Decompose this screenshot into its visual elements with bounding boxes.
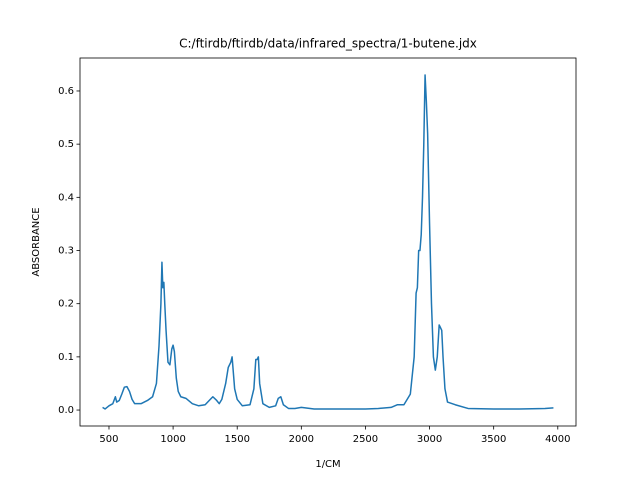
x-tick-label: 1000 bbox=[160, 434, 185, 445]
y-tick-label: 0.4 bbox=[58, 192, 74, 203]
y-tick-label: 0.0 bbox=[58, 405, 74, 416]
x-axis-label: 1/CM bbox=[315, 459, 340, 470]
y-axis-label: ABSORBANCE bbox=[31, 207, 42, 276]
x-tick-label: 2500 bbox=[353, 434, 378, 445]
plot-frame bbox=[79, 57, 577, 427]
y-tick-label: 0.3 bbox=[58, 246, 74, 257]
x-tick-label: 3500 bbox=[481, 434, 506, 445]
x-tick-label: 3000 bbox=[417, 434, 442, 445]
y-tick-label: 0.5 bbox=[58, 139, 74, 150]
x-tick-label: 4000 bbox=[545, 434, 570, 445]
spectrum-line bbox=[102, 74, 554, 410]
x-tick-label: 2000 bbox=[289, 434, 314, 445]
y-tick-label: 0.2 bbox=[58, 299, 74, 310]
x-tick-label: 500 bbox=[99, 434, 118, 445]
x-tick-label: 1500 bbox=[224, 434, 249, 445]
y-tick-label: 0.1 bbox=[58, 352, 74, 363]
chart-title: C:/ftirdb/ftirdb/data/infrared_spectra/1… bbox=[179, 37, 477, 51]
y-tick-label: 0.6 bbox=[58, 86, 74, 97]
